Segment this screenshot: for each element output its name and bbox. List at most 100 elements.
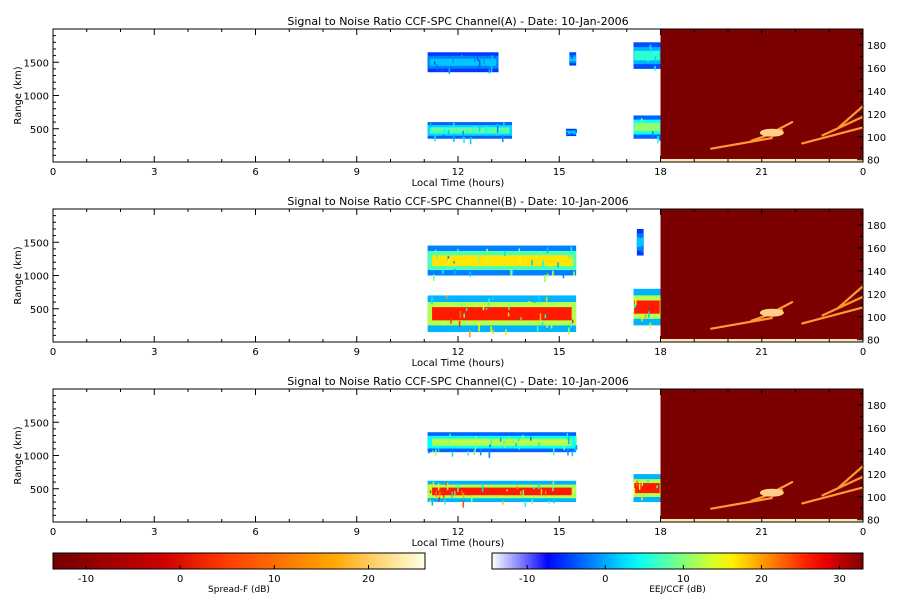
x-tick-label: 6	[252, 167, 258, 178]
echo-speckle	[659, 134, 661, 141]
x-tick-label: 0	[860, 167, 866, 178]
echo-speckle	[649, 44, 652, 52]
echo-speckle	[503, 442, 506, 449]
echo-speckle	[478, 255, 481, 263]
echo-speckle	[491, 55, 494, 60]
echo-layer-core	[430, 127, 510, 134]
panel-title: Signal to Noise Ratio CCF-SPC Channel(B)…	[287, 195, 628, 208]
echo-speckle	[546, 247, 549, 254]
echo-speckle	[486, 248, 488, 252]
echo-speckle	[453, 269, 455, 275]
echo-speckle	[568, 252, 571, 259]
spread-f-plume	[801, 126, 865, 145]
echo-region-lower	[427, 122, 512, 145]
colorbar-tick-label: -10	[519, 574, 535, 585]
echo-speckle	[524, 501, 526, 508]
y2-tick-label: 180	[867, 401, 886, 412]
echo-speckle	[452, 58, 454, 64]
echo-region-lower	[566, 128, 578, 137]
echo-speckle	[648, 129, 650, 133]
echo-speckle	[633, 488, 636, 495]
echo-speckle	[564, 261, 567, 264]
echo-speckle	[439, 491, 441, 497]
colorbar-tick-label: 0	[177, 574, 183, 585]
echo-speckle	[457, 248, 459, 252]
echo-speckle	[536, 326, 539, 332]
echo-speckle	[647, 58, 649, 62]
echo-speckle	[453, 134, 455, 142]
echo-speckle	[428, 449, 430, 454]
echo-layer-core	[634, 122, 660, 132]
echo-speckle	[477, 56, 480, 59]
echo-speckle	[552, 487, 554, 492]
echo-speckle	[553, 498, 555, 504]
echo-speckle	[575, 129, 578, 133]
echo-speckle	[486, 129, 488, 133]
colorbar-spread-f: -10 0 10 20 Spread-F (dB)	[52, 552, 426, 595]
echo-speckle	[429, 500, 432, 503]
echo-speckle	[557, 262, 559, 268]
echo-speckle	[634, 123, 636, 126]
echo-speckle	[507, 312, 510, 317]
echo-speckle	[651, 131, 654, 140]
echo-speckle	[463, 313, 465, 318]
echo-speckle	[657, 136, 659, 144]
echo-speckle	[442, 491, 445, 498]
spread-f-plume	[821, 295, 865, 317]
echo-speckle	[442, 134, 445, 138]
panel-title: Signal to Noise Ratio CCF-SPC Channel(A)…	[287, 15, 628, 28]
echo-speckle	[462, 492, 465, 498]
spread-f-background	[660, 209, 863, 342]
echo-region-lower	[427, 295, 577, 338]
echo-speckle	[467, 451, 469, 456]
echo-layer-core	[634, 300, 660, 314]
echo-speckle	[510, 269, 512, 276]
y-tick-label: 500	[30, 305, 49, 316]
echo-speckle	[503, 122, 505, 125]
echo-region-lower	[633, 115, 661, 144]
colorbar-tick-label: 10	[268, 574, 281, 585]
x-tick-label: 0	[860, 527, 866, 538]
spread-f-plume	[801, 486, 865, 505]
x-tick-label: 0	[860, 347, 866, 358]
echo-speckle	[443, 321, 446, 325]
echo-speckle	[469, 271, 471, 277]
spread-f-plume	[710, 496, 773, 510]
echo-speckle	[437, 483, 440, 491]
echo-speckle	[641, 496, 643, 501]
echo-speckle	[649, 322, 652, 329]
x-tick-label: 3	[151, 347, 157, 358]
echo-speckle	[489, 444, 491, 448]
echo-speckle	[454, 490, 456, 495]
echo-region-lower	[633, 474, 661, 503]
echo-speckle	[459, 310, 462, 319]
panel-a: Signal to Noise Ratio CCF-SPC Channel(A)…	[13, 15, 886, 189]
echo-speckle	[540, 488, 543, 495]
echo-layer-core	[566, 131, 576, 134]
y2-tick-label: 180	[867, 41, 886, 52]
spread-f-background	[660, 29, 863, 162]
echo-speckle	[469, 330, 471, 338]
echo-speckle	[453, 261, 455, 264]
echo-speckle	[470, 495, 473, 504]
echo-speckle	[485, 307, 488, 310]
echo-speckle	[636, 480, 638, 487]
echo-speckle	[641, 245, 643, 253]
echo-speckle	[508, 436, 510, 443]
colorbar-tick-label: 20	[755, 574, 768, 585]
echo-speckle	[516, 485, 519, 490]
echo-speckle	[571, 319, 574, 324]
spread-f-plume	[837, 285, 865, 309]
x-tick-label: 6	[252, 527, 258, 538]
echo-speckle	[485, 125, 487, 133]
colorbar-tick-label: 30	[833, 574, 846, 585]
echo-speckle	[462, 130, 465, 139]
x-tick-label: 18	[654, 167, 667, 178]
spread-f-plume	[837, 465, 865, 489]
y-axis-label: Range (km)	[13, 66, 24, 124]
y2-tick-label: 80	[867, 336, 880, 347]
echo-speckle	[437, 448, 440, 453]
echo-region-upper	[633, 42, 662, 71]
echo-speckle	[433, 274, 435, 282]
echo-speckle	[544, 274, 546, 283]
